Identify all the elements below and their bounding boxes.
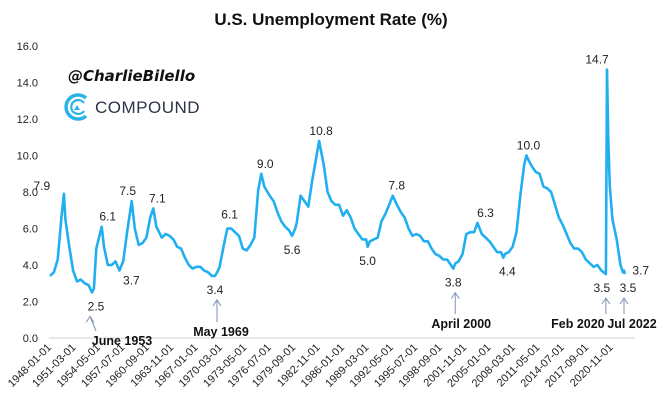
arrowhead-icon — [85, 315, 95, 323]
annotation: Jul 2022 — [607, 297, 657, 331]
value-label: 9.0 — [257, 157, 274, 171]
arrowhead-icon — [601, 297, 611, 305]
value-label: 3.8 — [445, 276, 462, 290]
y-axis: 0.0 2.0 4.0 6.0 8.0 10.0 12.0 14.0 16.0 — [17, 41, 38, 345]
value-label: 3.5 — [594, 281, 611, 295]
value-label: 7.8 — [388, 179, 405, 193]
y-tick-label: 14.0 — [17, 78, 38, 90]
value-label: 7.5 — [119, 184, 136, 198]
logo-ring-icon — [64, 93, 88, 121]
annotation: May 1969 — [193, 299, 249, 339]
y-tick-label: 2.0 — [23, 297, 38, 309]
annotation-label: April 2000 — [431, 317, 491, 331]
series — [49, 68, 627, 294]
twitter-handle: @CharlieBilello — [68, 67, 195, 85]
brand-name: COMPOUND — [95, 98, 200, 117]
arrowhead-icon — [619, 297, 629, 305]
value-label: 3.4 — [207, 283, 224, 297]
annotation-label: June 1953 — [92, 334, 153, 348]
y-tick-label: 16.0 — [17, 41, 38, 53]
annotation: Feb 2020 — [551, 297, 611, 331]
value-label: 6.1 — [221, 208, 238, 222]
y-tick-label: 0.0 — [23, 333, 38, 345]
value-label: 2.5 — [88, 299, 105, 313]
compound-logo — [64, 93, 88, 121]
annotation-label: Jul 2022 — [607, 317, 656, 331]
y-tick-label: 4.0 — [23, 260, 38, 272]
chart-title: U.S. Unemployment Rate (%) — [214, 10, 447, 29]
value-label: 3.7 — [632, 263, 649, 277]
arrowhead-icon — [212, 299, 222, 307]
arrowhead-icon — [450, 291, 460, 299]
annotation-arrow — [89, 316, 97, 332]
value-label: 3.7 — [123, 273, 140, 287]
value-label: 10.8 — [309, 124, 333, 138]
value-labels: 7.9 2.5 6.1 3.7 7.5 7.1 3.4 6.1 9.0 5.6 10.8 5.0 7.8… — [34, 53, 650, 314]
annotation: April 2000 — [431, 291, 491, 331]
y-tick-label: 10.0 — [17, 151, 38, 163]
value-label: 7.1 — [149, 191, 166, 205]
y-tick-label: 6.0 — [23, 224, 38, 236]
logo-triangle-icon — [74, 105, 80, 110]
watermark: @CharlieBilello COMPOUND — [64, 67, 200, 121]
value-label: 5.0 — [359, 254, 376, 268]
annotation-label: May 1969 — [193, 325, 249, 339]
logo-inner-ring-icon — [70, 98, 85, 116]
unemployment-rate-line — [49, 68, 627, 294]
y-tick-label: 8.0 — [23, 187, 38, 199]
value-label: 6.1 — [99, 210, 116, 224]
annotation-label: Feb 2020 — [551, 317, 605, 331]
value-label: 14.7 — [585, 53, 609, 67]
value-label: 4.4 — [499, 265, 516, 279]
value-label: 6.3 — [477, 206, 494, 220]
value-label: 10.0 — [517, 139, 541, 153]
annotations: June 1953 May 1969 April 2000 Feb 2020 Jul 2… — [85, 291, 657, 348]
value-label: 7.9 — [34, 179, 51, 193]
y-tick-label: 12.0 — [17, 114, 38, 126]
annotation: June 1953 — [85, 315, 153, 348]
value-label: 5.6 — [284, 243, 301, 257]
value-label: 3.5 — [620, 281, 637, 295]
